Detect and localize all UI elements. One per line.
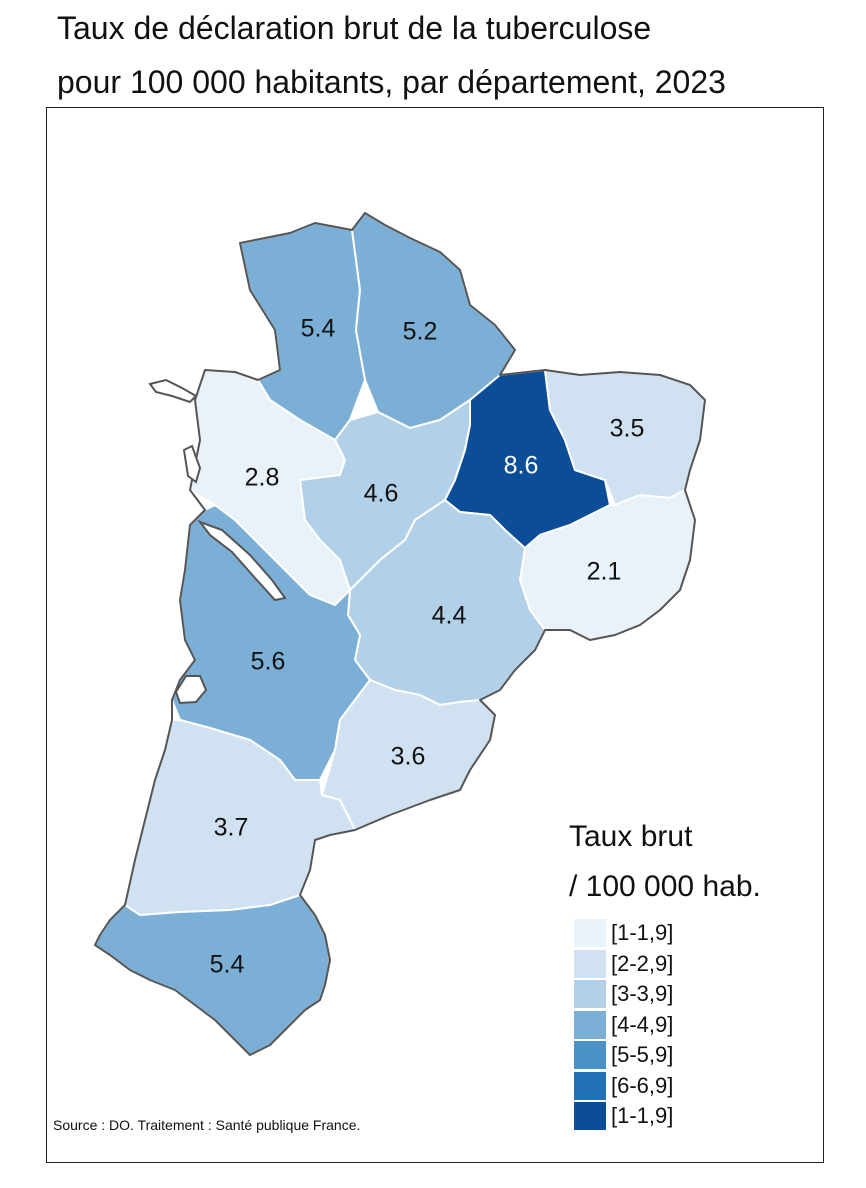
legend-swatch (574, 1102, 606, 1131)
gironde-estuary (197, 519, 287, 602)
legend-label: [5-5,9] (611, 1042, 674, 1068)
value-label-pyrenees-atlantiques: 5.4 (210, 951, 245, 979)
value-label-gironde: 5.6 (251, 648, 286, 676)
legend-label: [3-3,9] (611, 981, 674, 1007)
ile-de-re (148, 378, 198, 404)
legend-label: [4-4,9] (611, 1011, 674, 1037)
value-label-charente-maritime: 2.8 (245, 464, 280, 492)
legend-title-line-1: Taux brut (569, 820, 693, 853)
legend-title-line-2: / 100 000 hab. (569, 870, 761, 903)
map-title-line-1: Taux de déclaration brut de la tuberculo… (57, 10, 652, 46)
legend-label: [6-6,9] (611, 1072, 674, 1098)
legend-item: [4-4,9] (574, 1010, 673, 1041)
legend: [1-1,9] [2-2,9] [3-3,9] [4-4,9] [5-5,9] … (574, 918, 673, 1132)
legend-item: [1-1,9] (574, 918, 673, 949)
legend-swatch (574, 1010, 606, 1039)
legend-item: [2-2,9] (574, 949, 673, 980)
legend-swatch (574, 1071, 606, 1100)
legend-label: [1-1,9] (611, 1103, 674, 1129)
value-label-dordogne: 4.4 (432, 602, 467, 630)
legend-item: [3-3,9] (574, 979, 673, 1010)
map-frame (46, 107, 824, 1163)
region-outline (94, 212, 706, 1056)
value-label-lot-et-garonne: 3.6 (391, 743, 426, 771)
legend-swatch (574, 980, 606, 1009)
value-label-vienne: 5.2 (403, 318, 438, 346)
value-label-haute-vienne: 8.6 (504, 452, 539, 480)
arcachon-bay (174, 675, 208, 705)
value-label-landes: 3.7 (214, 814, 249, 842)
legend-swatch (574, 949, 606, 978)
legend-item: [6-6,9] (574, 1071, 673, 1102)
value-label-creuse: 3.5 (610, 415, 645, 443)
legend-swatch (574, 1041, 606, 1070)
legend-swatch (574, 919, 606, 948)
value-label-charente: 4.6 (364, 480, 399, 508)
map-title-line-2: pour 100 000 habitants, par département,… (57, 64, 726, 100)
legend-label: [2-2,9] (611, 950, 674, 976)
legend-item: [1-1,9] (574, 1101, 673, 1132)
ile-d-oleron (182, 444, 202, 484)
legend-item: [5-5,9] (574, 1040, 673, 1071)
source-note: Source : DO. Traitement : Santé publique… (53, 1117, 361, 1133)
value-label-correze: 2.1 (587, 558, 622, 586)
value-label-deux-sevres: 5.4 (301, 315, 336, 343)
legend-label: [1-1,9] (611, 920, 674, 946)
